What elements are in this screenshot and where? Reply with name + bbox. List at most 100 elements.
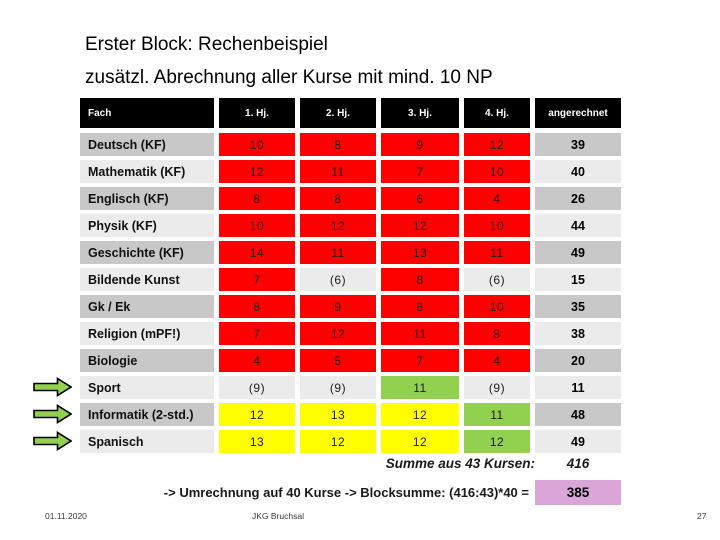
table-row: Geschichte (KF) 14 11 13 11 49 [80, 241, 621, 264]
table-row: Spanisch 13 12 12 12 49 [80, 430, 621, 453]
table-row: Gk / Ek 8 9 8 10 35 [80, 295, 621, 318]
subject-cell: Gk / Ek [80, 295, 214, 318]
total-cell: 35 [535, 295, 621, 318]
grade-cell-hj4: 11 [464, 403, 530, 426]
table-row: Englisch (KF) 8 8 6 4 26 [80, 187, 621, 210]
grade-cell-hj4: 10 [464, 214, 530, 237]
grade-cell-hj2: 8 [300, 187, 376, 210]
subject-cell: Sport [80, 376, 214, 399]
grade-cell-hj1: 7 [219, 268, 295, 291]
grade-cell-hj2: 12 [300, 214, 376, 237]
table-body: Deutsch (KF) 10 8 9 12 39 Mathematik (KF… [80, 133, 621, 453]
grade-cell-hj3: 11 [381, 322, 459, 345]
subject-cell: Deutsch (KF) [80, 133, 214, 156]
grade-cell-hj3: 7 [381, 160, 459, 183]
grade-cell-hj1: 12 [219, 403, 295, 426]
grade-cell-hj3: 11 [381, 376, 459, 399]
grade-cell-hj1: (9) [219, 376, 295, 399]
grade-cell-hj2: (9) [300, 376, 376, 399]
grade-cell-hj3: 7 [381, 349, 459, 372]
grade-cell-hj2: 11 [300, 241, 376, 264]
grade-cell-hj3: 8 [381, 268, 459, 291]
table-row: Sport (9) (9) 11 (9) 11 [80, 376, 621, 399]
grade-cell-hj2: 11 [300, 160, 376, 183]
grade-cell-hj1: 10 [219, 133, 295, 156]
grade-cell-hj1: 8 [219, 187, 295, 210]
grade-cell-hj1: 8 [219, 295, 295, 318]
table-row: Bildende Kunst 7 (6) 8 (6) 15 [80, 268, 621, 291]
table-row: Mathematik (KF) 12 11 7 10 40 [80, 160, 621, 183]
sum-value: 416 [566, 456, 590, 471]
grade-cell-hj3: 12 [381, 430, 459, 453]
grade-cell-hj4: (9) [464, 376, 530, 399]
grade-cell-hj2: 13 [300, 403, 376, 426]
sum-line-1: Summe aus 43 Kursen: 416 [80, 456, 621, 471]
grade-cell-hj3: 6 [381, 187, 459, 210]
title-line-1: Erster Block: Rechenbeispiel [85, 34, 328, 55]
grade-cell-hj3: 12 [381, 403, 459, 426]
column-header-hj4: 4. Hj. [464, 98, 530, 128]
grade-cell-hj2: 12 [300, 322, 376, 345]
grade-cell-hj4: 12 [464, 133, 530, 156]
grade-cell-hj4: 10 [464, 160, 530, 183]
title-line-2: zusätzl. Abrechnung aller Kurse mit mind… [85, 67, 493, 88]
grade-cell-hj4: 8 [464, 322, 530, 345]
subject-cell: Englisch (KF) [80, 187, 214, 210]
grade-cell-hj2: 8 [300, 133, 376, 156]
blocksumme-value-box: 385 [535, 480, 621, 505]
grade-cell-hj4: 4 [464, 187, 530, 210]
subject-cell: Biologie [80, 349, 214, 372]
subject-cell: Physik (KF) [80, 214, 214, 237]
footer-school: JKG Bruchsal [252, 511, 304, 521]
subject-cell: Bildende Kunst [80, 268, 214, 291]
sum-label: Summe aus 43 Kursen: [385, 456, 535, 471]
grade-cell-hj2: 12 [300, 430, 376, 453]
grades-table: Fach 1. Hj. 2. Hj. 3. Hj. 4. Hj. angerec… [80, 98, 621, 457]
column-header-hj3: 3. Hj. [381, 98, 459, 128]
grade-cell-hj3: 13 [381, 241, 459, 264]
page-number: 27 [697, 511, 707, 521]
grade-cell-hj1: 7 [219, 322, 295, 345]
grade-cell-hj4: (6) [464, 268, 530, 291]
sum-line-2: -> Umrechnung auf 40 Kurse -> Blocksumme… [80, 480, 621, 505]
grade-cell-hj1: 14 [219, 241, 295, 264]
subject-cell: Informatik (2-std.) [80, 403, 214, 426]
subject-cell: Mathematik (KF) [80, 160, 214, 183]
grade-cell-hj3: 9 [381, 133, 459, 156]
table-row: Religion (mPF!) 7 12 11 8 38 [80, 322, 621, 345]
grade-cell-hj1: 13 [219, 430, 295, 453]
footer-date: 01.11.2020 [45, 511, 87, 521]
column-header-hj2: 2. Hj. [300, 98, 376, 128]
subject-cell: Geschichte (KF) [80, 241, 214, 264]
total-cell: 20 [535, 349, 621, 372]
column-header-angerechnet: angerechnet [535, 98, 621, 128]
total-cell: 15 [535, 268, 621, 291]
total-cell: 44 [535, 214, 621, 237]
total-cell: 26 [535, 187, 621, 210]
column-header-hj1: 1. Hj. [219, 98, 295, 128]
total-cell: 48 [535, 403, 621, 426]
grade-cell-hj2: 9 [300, 295, 376, 318]
table-header-row: Fach 1. Hj. 2. Hj. 3. Hj. 4. Hj. angerec… [80, 98, 621, 128]
total-cell: 38 [535, 322, 621, 345]
grade-cell-hj4: 11 [464, 241, 530, 264]
total-cell: 40 [535, 160, 621, 183]
table-row: Biologie 4 5 7 4 20 [80, 349, 621, 372]
blocksumme-label: -> Umrechnung auf 40 Kurse -> Blocksumme… [163, 485, 529, 500]
total-cell: 11 [535, 376, 621, 399]
block-arrow-right-icon [33, 431, 72, 451]
subject-cell: Spanisch [80, 430, 214, 453]
block-arrow-right-icon [33, 404, 72, 424]
grade-cell-hj4: 12 [464, 430, 530, 453]
table-row: Informatik (2-std.) 12 13 12 11 48 [80, 403, 621, 426]
grade-cell-hj2: 5 [300, 349, 376, 372]
grade-cell-hj4: 4 [464, 349, 530, 372]
grade-cell-hj1: 12 [219, 160, 295, 183]
column-header-fach: Fach [80, 98, 214, 128]
grade-cell-hj2: (6) [300, 268, 376, 291]
grade-cell-hj4: 10 [464, 295, 530, 318]
total-cell: 49 [535, 430, 621, 453]
grade-cell-hj3: 8 [381, 295, 459, 318]
table-row: Deutsch (KF) 10 8 9 12 39 [80, 133, 621, 156]
